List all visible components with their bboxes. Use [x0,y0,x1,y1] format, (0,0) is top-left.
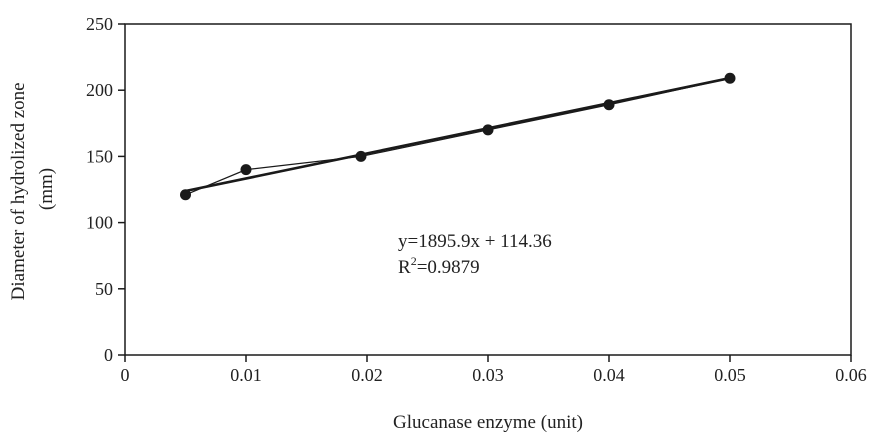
data-point [724,72,736,84]
data-point [482,124,494,136]
x-tick-label: 0.01 [230,365,262,385]
plot-area [124,23,852,356]
trendline-group [185,76,731,193]
x-tick-label: 0.03 [472,365,504,385]
x-tick-label: 0 [121,365,130,385]
y-axis-title: Diameter of hydrolized zone (mm) [8,78,57,301]
series-group [180,72,736,201]
x-axis-title: Glucanase enzyme (unit) [393,412,583,433]
y-axis: 0 50 100 150 200 250 [86,14,125,365]
r2-superscript: 2 [411,254,417,268]
x-axis: 0 0.01 0.02 0.03 0.04 0.05 0.06 [121,355,867,385]
trendline-equation: y=1895.9x + 114.36 [398,231,552,252]
plot-frame [124,23,852,356]
r-squared-label: R2=0.9879 [398,254,480,278]
y-tick-label: 250 [86,14,113,34]
data-point [240,164,252,176]
data-point [355,150,367,162]
y-axis-title-line-1: Diameter of hydrolized zone [8,82,29,300]
r2-value: =0.9879 [417,257,480,278]
y-tick-label: 150 [86,146,113,166]
x-tick-label: 0.05 [714,365,746,385]
x-tick-label: 0.06 [835,365,867,385]
x-tick-label: 0.04 [593,365,625,385]
data-point [180,189,191,201]
y-tick-label: 200 [86,80,113,100]
x-tick-label: 0.02 [351,365,383,385]
series-line [185,77,731,196]
linear-trendline [185,76,731,193]
y-tick-label: 50 [95,279,113,299]
y-tick-label: 0 [104,345,113,365]
data-point [603,99,615,111]
y-tick-label: 100 [86,213,113,233]
r2-prefix: R [398,257,411,278]
y-axis-title-line-2: (mm) [36,168,57,210]
